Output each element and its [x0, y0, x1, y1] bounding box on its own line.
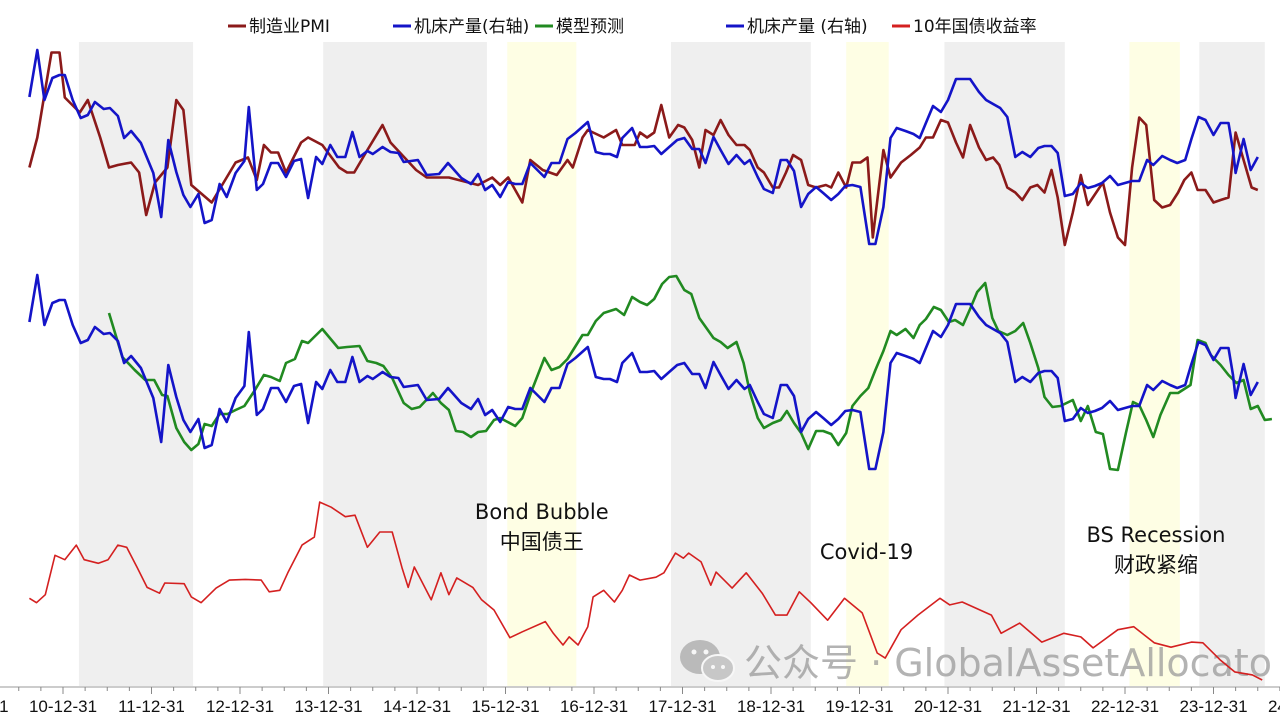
annotations: Bond Bubble 中国债王 Covid-19 BS Recession 财政紧缩	[475, 500, 1226, 577]
x-tick-label: 15-12-31	[471, 697, 539, 716]
series-lines	[28, 48, 1273, 681]
x-tick-label: 14-12-31	[383, 697, 451, 716]
legend-item: 制造业PMI	[228, 17, 330, 37]
x-tick-label: 24-12-31	[1268, 697, 1280, 716]
gray-band	[944, 42, 1065, 686]
machine-tool-line-top	[28, 48, 1259, 246]
x-tick-label: 11-12-31	[118, 697, 185, 716]
model-forecast-line	[107, 274, 1273, 472]
annotation-label: BS Recession	[1086, 523, 1225, 547]
legend-item: 机床产量 (右轴)	[726, 17, 868, 37]
annotation-label: 财政紧缩	[1114, 553, 1198, 577]
x-tick-label: 20-12-31	[914, 697, 982, 716]
annotation-label: Bond Bubble	[475, 500, 609, 524]
x-tick-label: 21-12-31	[1002, 697, 1070, 716]
x-tick-label: 09-12-31	[0, 697, 9, 716]
x-axis: 09-12-31 10-12-31 11-12-31 12-12-31 13-12-31…	[0, 686, 1280, 716]
legend-label: 机床产量 (右轴)	[747, 17, 868, 37]
x-tick-label: 17-12-31	[648, 697, 716, 716]
legend-item: 机床产量(右轴)	[393, 17, 529, 37]
legend-label: 机床产量(右轴)	[414, 17, 529, 37]
legend-label: 10年国债收益率	[913, 17, 1037, 37]
annotation-label: 中国债王	[500, 530, 584, 554]
bond-yield-line	[28, 501, 1263, 681]
legend-label: 制造业PMI	[249, 17, 330, 37]
annotation-label: Covid-19	[820, 540, 913, 564]
x-tick-label: 12-12-31	[206, 697, 274, 716]
x-tick-label: 13-12-31	[294, 697, 362, 716]
yellow-band	[1129, 42, 1180, 686]
watermark: 公众号 · GlobalAssetAllocato	[680, 640, 1272, 685]
legend: 制造业PMI 机床产量(右轴) 模型预测 机床产量 (右轴) 10年国债收益率	[228, 17, 1037, 37]
legend-item: 10年国债收益率	[892, 17, 1037, 37]
machine-tool-line-middle	[28, 273, 1259, 471]
x-tick-label: 23-12-31	[1179, 697, 1247, 716]
gray-band	[323, 42, 487, 686]
x-tick-label: 22-12-31	[1091, 697, 1159, 716]
yellow-band	[846, 42, 889, 686]
x-tick-label: 18-12-31	[737, 697, 805, 716]
shaded-periods	[78, 42, 1265, 686]
legend-item: 模型预测	[535, 17, 624, 37]
x-tick-label: 16-12-31	[560, 697, 628, 716]
x-tick-label: 19-12-31	[825, 697, 893, 716]
pmi-line	[28, 51, 1259, 247]
watermark-text: 公众号 · GlobalAssetAllocato	[744, 641, 1272, 685]
wechat-icon	[680, 640, 735, 682]
legend-label: 模型预测	[556, 17, 624, 37]
x-tick-label: 10-12-31	[29, 697, 97, 716]
